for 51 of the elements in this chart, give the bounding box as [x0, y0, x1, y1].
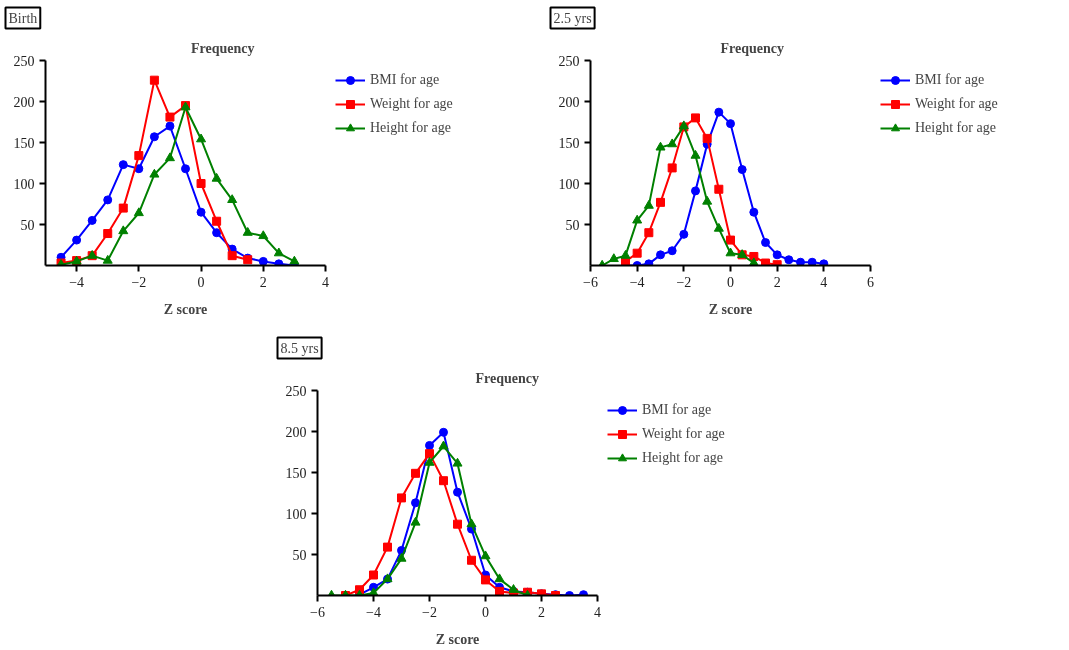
x-tick-label: −2	[131, 274, 147, 290]
y-tick-label: 100	[285, 506, 307, 522]
x-tick-label: 2	[773, 274, 781, 290]
y-axis-title: Frequency	[475, 370, 540, 386]
x-tick-label: −6	[310, 604, 325, 620]
y-tick-label: 200	[13, 94, 35, 110]
legend-label: Height for age	[915, 120, 996, 136]
legend-label: Weight for age	[642, 426, 725, 442]
y-axis-title: Frequency	[720, 40, 785, 56]
x-tick-label: 2	[538, 604, 545, 620]
y-tick-label: 150	[558, 135, 580, 151]
y-tick-label: 250	[285, 383, 307, 399]
x-axis-title: Z score	[163, 301, 208, 317]
y-tick-label: 100	[13, 176, 35, 192]
y-tick-label: 150	[13, 135, 35, 151]
x-tick-label: 0	[197, 274, 205, 290]
x-tick-label: −4	[69, 274, 85, 290]
x-tick-label: −2	[676, 274, 692, 290]
chart-title: Birth	[8, 10, 38, 26]
legend-label: Weight for age	[915, 96, 998, 112]
y-tick-label: 50	[292, 547, 307, 563]
x-axis-title: Z score	[435, 631, 480, 647]
x-tick-label: 6	[867, 274, 874, 290]
x-tick-label: 4	[820, 274, 828, 290]
legend-label: Weight for age	[370, 96, 453, 112]
y-tick-label: 50	[20, 217, 35, 233]
x-tick-label: −2	[422, 604, 437, 620]
y-tick-label: 200	[285, 424, 307, 440]
x-tick-label: −4	[629, 274, 645, 290]
y-tick-label: 250	[13, 53, 35, 69]
chart-title: 2.5 yrs	[553, 10, 592, 26]
legend-label: BMI for age	[642, 402, 712, 418]
y-tick-label: 250	[558, 53, 580, 69]
legend-label: Height for age	[370, 120, 451, 136]
y-tick-label: 50	[565, 217, 580, 233]
legend-label: Height for age	[642, 450, 723, 466]
chart-title: 8.5 yrs	[280, 340, 319, 356]
legend-label: BMI for age	[370, 72, 440, 88]
x-tick-label: 4	[594, 604, 601, 620]
y-tick-label: 100	[558, 176, 580, 192]
x-tick-label: −6	[583, 274, 598, 290]
y-axis-title: Frequency	[191, 40, 255, 56]
x-tick-label: 2	[259, 274, 267, 290]
x-tick-label: 4	[322, 274, 329, 290]
x-tick-label: 0	[482, 604, 489, 620]
legend-label: BMI for age	[915, 72, 985, 88]
y-tick-label: 150	[285, 465, 307, 481]
x-tick-label: 0	[727, 274, 734, 290]
y-tick-label: 200	[558, 94, 580, 110]
x-axis-title: Z score	[708, 301, 753, 317]
x-tick-label: −4	[366, 604, 381, 620]
